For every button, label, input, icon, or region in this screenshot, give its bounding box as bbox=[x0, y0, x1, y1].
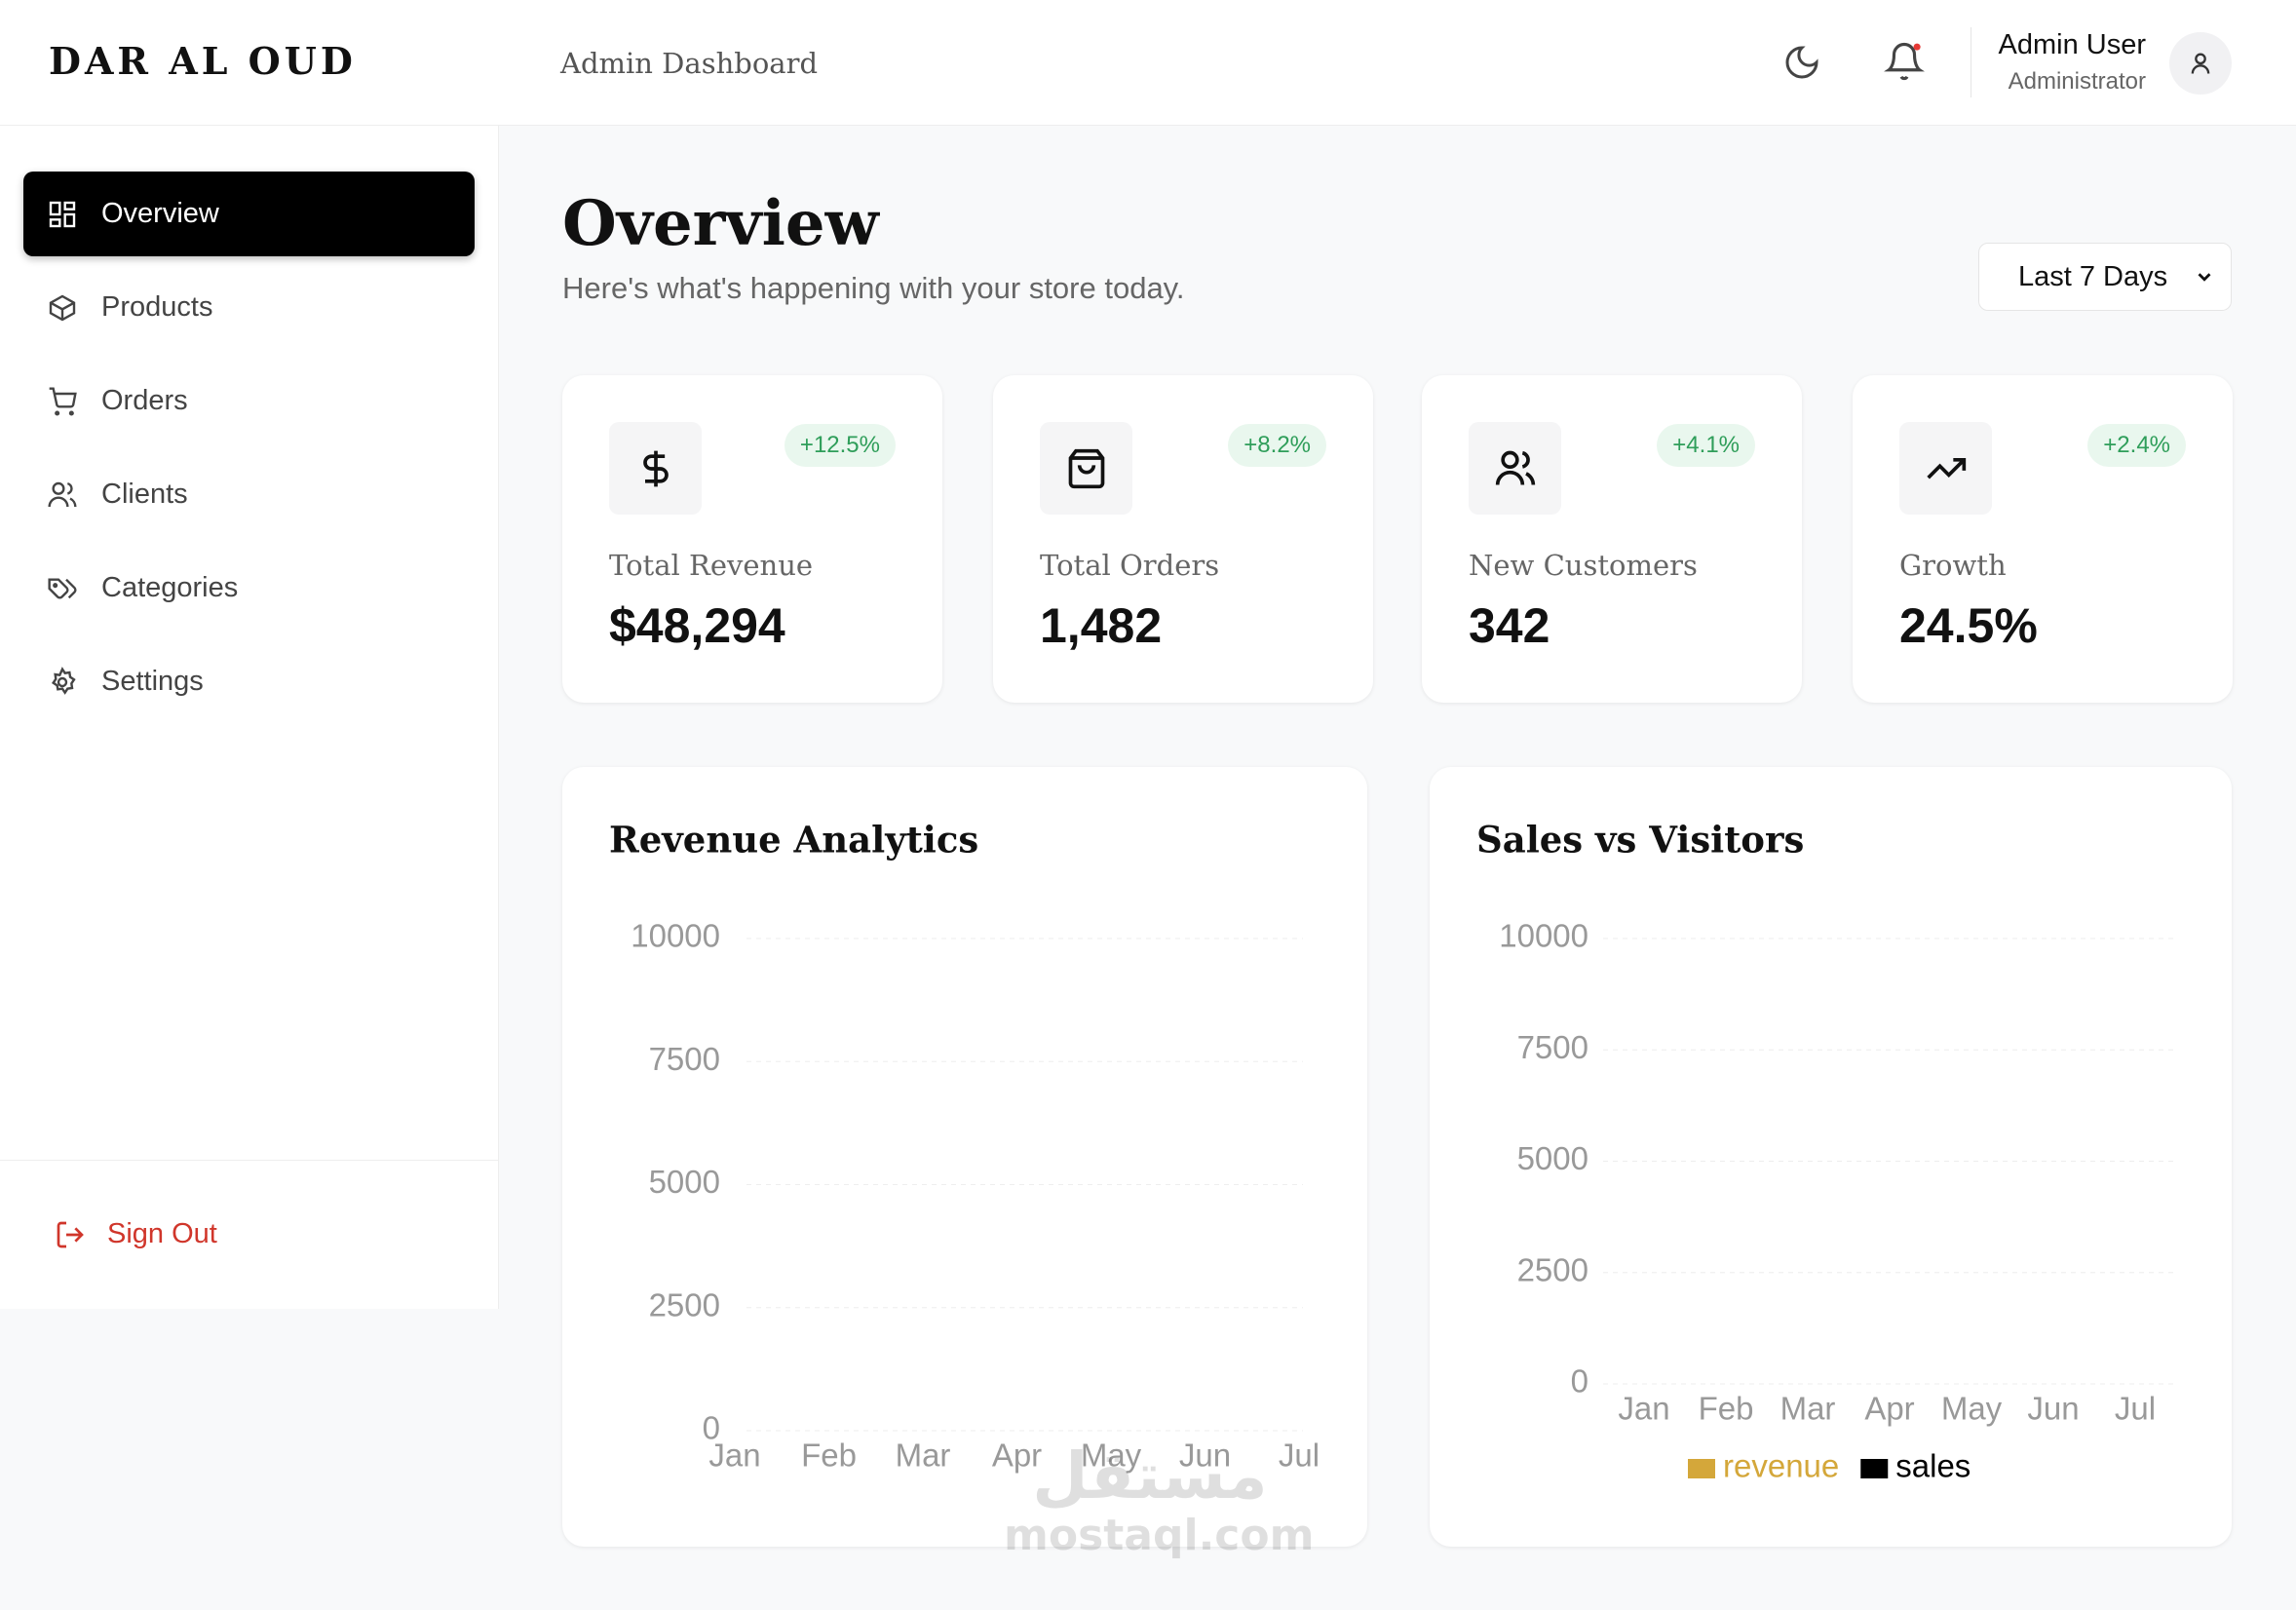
nav-label: Categories bbox=[101, 572, 239, 603]
y-tick-label: 0 bbox=[1571, 1363, 1588, 1399]
theme-toggle[interactable] bbox=[1782, 43, 1821, 82]
x-tick-label: Jan bbox=[1618, 1391, 1669, 1427]
sidebar: DAR AL OUD Overview Products Orders Clients… bbox=[0, 0, 499, 1309]
stat-value: 1,482 bbox=[1040, 598, 1163, 653]
x-tick-label: Feb bbox=[801, 1438, 857, 1474]
watermark-arabic: مستقل bbox=[1032, 1438, 1268, 1514]
chart: Revenue Analytics 0 2500 5000 7500 10000 Jan Fe… bbox=[609, 819, 1320, 1474]
watermark: مستقل mostaql.com bbox=[1004, 1438, 1315, 1560]
y-tick-label: 7500 bbox=[649, 1041, 720, 1077]
x-tick-label: May bbox=[1081, 1438, 1142, 1474]
legend-swatch bbox=[1860, 1459, 1889, 1478]
stat-label: Total Orders bbox=[1040, 549, 1220, 582]
y-tick-label: 10000 bbox=[1499, 918, 1588, 954]
stat-card: +12.5% Total Revenue $48,294 bbox=[562, 375, 942, 703]
y-tick-label: 10000 bbox=[631, 918, 720, 954]
y-tick-label: 0 bbox=[703, 1410, 720, 1446]
stat-card: +8.2% Total Orders 1,482 bbox=[993, 375, 1373, 703]
chart-card: Sales vs Visitors 0 2500 5000 7500 10000 Jan Fe… bbox=[1430, 767, 2232, 1547]
stat-value: $48,294 bbox=[609, 598, 785, 653]
legend-label: revenue bbox=[1723, 1448, 1839, 1484]
x-tick-label: May bbox=[1941, 1391, 2003, 1427]
page-title: Overview bbox=[562, 187, 879, 260]
nav-label: Settings bbox=[101, 666, 204, 697]
legend-swatch bbox=[1688, 1459, 1715, 1478]
sign-out-label: Sign Out bbox=[107, 1218, 217, 1249]
nav-item[interactable]: Products bbox=[23, 265, 475, 350]
stat-label: Total Revenue bbox=[609, 549, 814, 582]
nav-item[interactable]: Clients bbox=[23, 452, 475, 537]
range-select[interactable]: Last 7 Days bbox=[1978, 243, 2232, 311]
user-role: Administrator bbox=[2008, 68, 2146, 95]
nav-label: Overview bbox=[101, 198, 219, 229]
stat-change: +12.5% bbox=[784, 424, 896, 467]
stat-card: +4.1% New Customers 342 bbox=[1422, 375, 1802, 703]
watermark-latin: mostaql.com bbox=[1004, 1511, 1315, 1560]
stat-change: +2.4% bbox=[2087, 424, 2186, 467]
x-tick-label: Jul bbox=[1279, 1438, 1320, 1474]
x-tick-label: Apr bbox=[992, 1438, 1042, 1474]
x-tick-label: Jun bbox=[1179, 1438, 1231, 1474]
stat-value: 342 bbox=[1469, 598, 1550, 653]
stat-change: +8.2% bbox=[1228, 424, 1326, 467]
x-tick-label: Jan bbox=[708, 1438, 760, 1474]
page-subtitle: Here's what's happening with your store … bbox=[562, 271, 1185, 305]
user-name: Admin User bbox=[1998, 29, 2147, 60]
x-tick-label: Feb bbox=[1699, 1391, 1754, 1427]
sign-out[interactable]: Sign Out bbox=[55, 1218, 217, 1250]
stat-label: Growth bbox=[1899, 549, 2007, 582]
chart-card: Revenue Analytics 0 2500 5000 7500 10000 Jan Fe… bbox=[562, 767, 1367, 1547]
stat-card: +2.4% Growth 24.5% bbox=[1853, 375, 2233, 703]
nav-label: Products bbox=[101, 291, 213, 323]
nav-item[interactable]: Settings bbox=[23, 639, 475, 724]
nav-item[interactable]: Orders bbox=[23, 359, 475, 443]
nav-item[interactable]: Categories bbox=[23, 546, 475, 631]
nav-label: Clients bbox=[101, 479, 188, 510]
legend-label: sales bbox=[1895, 1448, 1971, 1484]
avatar[interactable] bbox=[2169, 32, 2232, 95]
x-tick-label: Apr bbox=[1864, 1391, 1914, 1427]
brand: DAR AL OUD bbox=[49, 39, 357, 83]
range-select-label: Last 7 Days bbox=[2018, 260, 2168, 292]
nav-label: Orders bbox=[101, 385, 188, 416]
header-title: Admin Dashboard bbox=[560, 47, 819, 80]
nav-item[interactable]: Overview bbox=[23, 172, 475, 256]
chart-title: Revenue Analytics bbox=[609, 819, 978, 862]
chart-title: Sales vs Visitors bbox=[1476, 819, 1804, 862]
y-tick-label: 7500 bbox=[1517, 1029, 1588, 1065]
chart: Sales vs Visitors 0 2500 5000 7500 10000 Jan Fe… bbox=[1476, 819, 2174, 1484]
y-tick-label: 2500 bbox=[1517, 1251, 1588, 1287]
notifications[interactable] bbox=[1884, 41, 1925, 82]
x-tick-label: Jun bbox=[2027, 1391, 2079, 1427]
y-tick-label: 5000 bbox=[1517, 1140, 1588, 1176]
x-tick-label: Mar bbox=[1780, 1391, 1836, 1427]
x-tick-label: Jul bbox=[2115, 1391, 2156, 1427]
y-tick-label: 2500 bbox=[649, 1286, 720, 1322]
stat-value: 24.5% bbox=[1899, 598, 2038, 653]
stat-change: +4.1% bbox=[1657, 424, 1755, 467]
y-tick-label: 5000 bbox=[649, 1164, 720, 1200]
x-tick-label: Mar bbox=[896, 1438, 951, 1474]
header: Admin Dashboard Admin User Administrator bbox=[498, 0, 2296, 126]
stat-label: New Customers bbox=[1469, 549, 1698, 582]
